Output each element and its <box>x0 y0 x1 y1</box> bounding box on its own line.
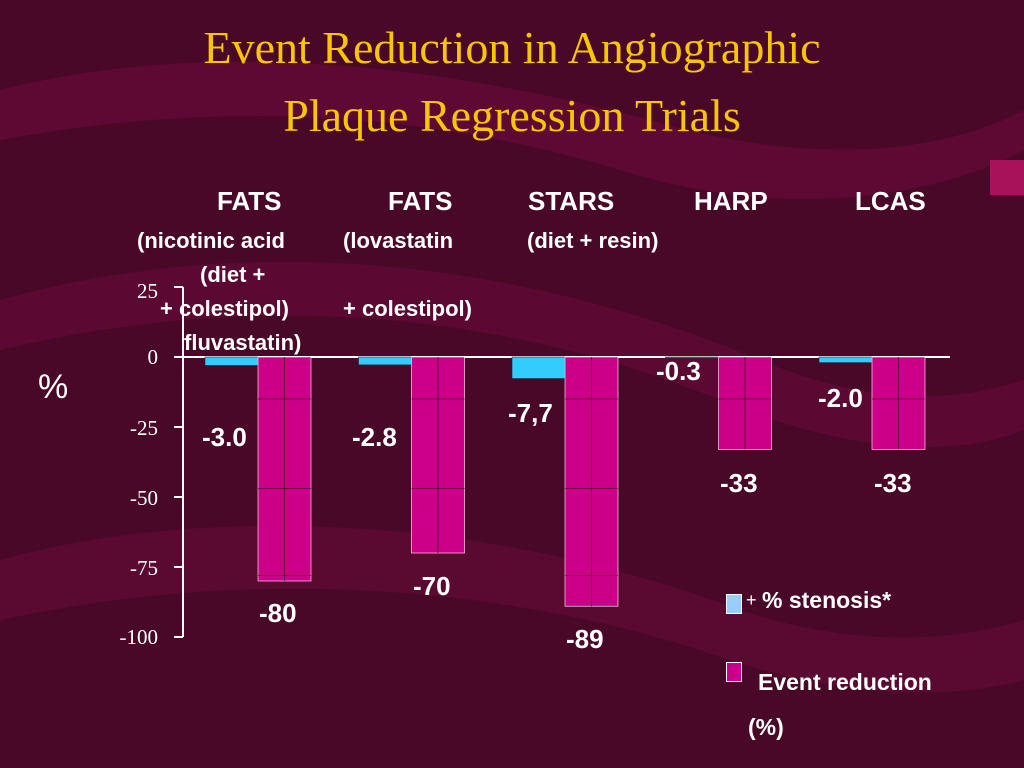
trial-desc-fats-1-line2: (diet + <box>200 262 266 287</box>
y-tick-minus-100: -100 <box>119 625 159 649</box>
trial-name-harp: HARP <box>694 186 768 216</box>
trial-desc-fats-1-line1: (nicotinic acid <box>137 228 285 253</box>
stenosis-bar-4 <box>818 356 873 363</box>
trial-desc-fats-1-line3: + colestipol) <box>160 296 289 321</box>
y-tick-25: 25 <box>137 279 158 303</box>
trial-desc-fats-2-line2: + colestipol) <box>343 296 472 321</box>
trial-desc-fats-2-line1: (lovastatin <box>343 228 454 253</box>
stenosis-label-fats-2: -2.8 <box>352 422 397 452</box>
event-label-harp: -33 <box>720 468 758 498</box>
legend-stenosis-swatch <box>726 594 742 614</box>
legend-event-swatch <box>726 662 742 682</box>
trial-name-stars: STARS <box>528 186 615 216</box>
event-label-fats-2: -70 <box>413 571 451 601</box>
slide-title-line1: Event Reduction in Angiographic <box>203 22 821 73</box>
y-tick-0: 0 <box>147 345 159 369</box>
stenosis-label-stars: -7,7 <box>508 398 553 428</box>
event-label-stars: -89 <box>566 624 604 654</box>
legend-stenosis-label: % stenosis* <box>762 587 892 613</box>
legend-event-label-line2: (%) <box>748 714 784 740</box>
legend-stenosis-prefix: + <box>746 590 757 610</box>
y-axis-unit: % <box>38 368 69 406</box>
event-label-lcas: -33 <box>874 468 912 498</box>
stenosis-bar-1 <box>358 356 412 366</box>
trial-name-fats-2: FATS <box>388 186 453 216</box>
stenosis-label-harp: -0.3 <box>656 356 701 386</box>
trial-desc-fats-1-line4: fluvastatin) <box>184 330 302 355</box>
stenosis-label-lcas: -2.0 <box>818 383 863 413</box>
trial-name-fats-1: FATS <box>217 186 282 216</box>
slide-title-line2: Plaque Regression Trials <box>283 90 741 141</box>
y-tick-minus-25: -25 <box>130 416 158 440</box>
stenosis-label-fats-1: -3.0 <box>202 422 247 452</box>
trial-desc-stars: (diet + resin) <box>527 228 659 253</box>
stenosis-bar-0 <box>204 356 259 366</box>
event-label-fats-1: -80 <box>259 598 297 628</box>
legend-event-label-line1: Event reduction <box>758 669 932 695</box>
y-tick-minus-50: -50 <box>130 486 158 510</box>
trial-name-lcas: LCAS <box>855 186 926 216</box>
y-tick-minus-75: -75 <box>130 556 158 580</box>
stenosis-bar-2 <box>511 356 566 379</box>
